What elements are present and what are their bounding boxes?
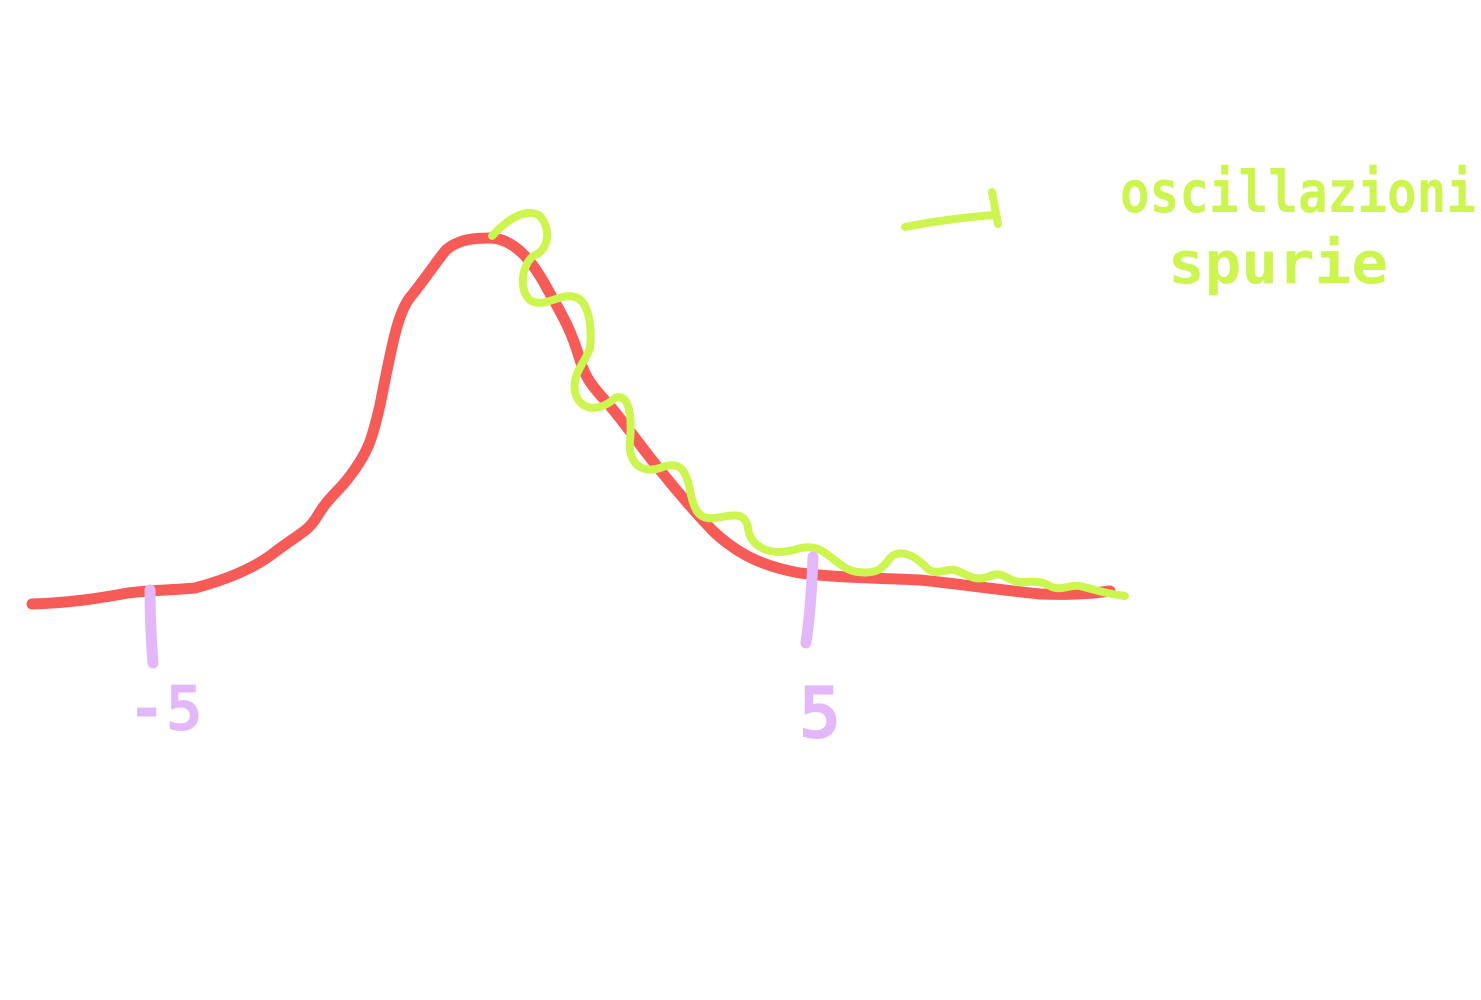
arrow-icon bbox=[901, 188, 1002, 231]
annotation-line-1: oscillazioni bbox=[1120, 158, 1476, 226]
annotation-line-2: spurie bbox=[1168, 229, 1388, 297]
oscillation-curve bbox=[488, 208, 1129, 600]
tick-mark-5 bbox=[800, 551, 819, 649]
main-curve bbox=[26, 232, 1116, 610]
tick-mark-minus-5 bbox=[144, 584, 159, 669]
tick-label-minus-5: -5 bbox=[128, 672, 203, 745]
tick-label-5: 5 bbox=[798, 671, 841, 755]
